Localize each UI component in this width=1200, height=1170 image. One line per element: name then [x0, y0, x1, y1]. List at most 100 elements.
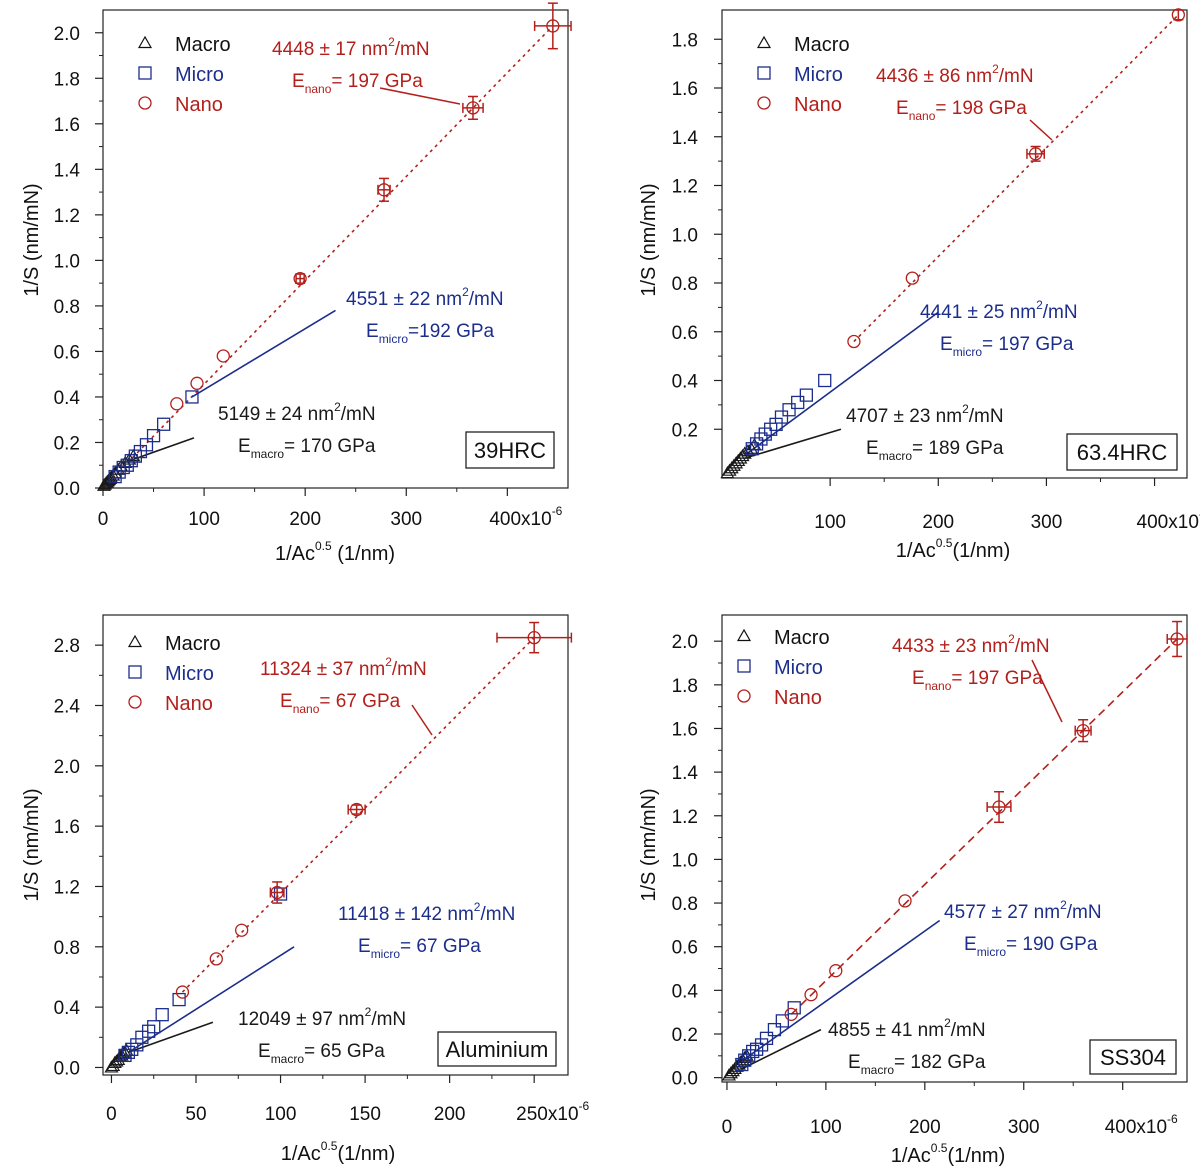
legend: Macro Micro Nano: [137, 34, 231, 116]
y-tick-label: 0.2: [54, 433, 80, 454]
series-micro: [118, 887, 288, 1063]
legend-marker-micro: [128, 665, 142, 679]
x-tick-label: 0: [106, 1104, 117, 1125]
legend-label-macro: Macro: [794, 34, 850, 56]
data-point-nano: [466, 101, 480, 115]
slope-value: 4433 ± 23 nm2/mN: [892, 632, 1050, 657]
slope-value: 4448 ± 17 nm2/mN: [272, 35, 430, 60]
plot-frame: [721, 9, 1188, 479]
plot-frame: [102, 9, 569, 489]
legend-label-micro: Micro: [774, 657, 823, 679]
data-point-macro: [739, 1048, 754, 1061]
data-point-micro: [774, 410, 789, 424]
y-tick-label: 1.6: [54, 817, 80, 838]
x-tick-label: 0: [98, 509, 109, 530]
fit-line-micro: [191, 309, 336, 398]
series-nano: [175, 621, 573, 999]
fit-line-micro: [743, 311, 939, 457]
legend-marker-macro: [137, 35, 153, 49]
data-point-nano: [546, 19, 560, 33]
annotation-micro: 4441 ± 25 nm2/mN Emicro= 197 GPa: [920, 298, 1078, 359]
annotation-micro: 4577 ± 27 nm2/mN Emicro= 190 GPa: [944, 898, 1102, 959]
series-micro: [108, 390, 199, 484]
data-point-micro: [157, 417, 171, 431]
y-tick-label: 0.2: [672, 1025, 698, 1046]
y-tick-label: 0.0: [54, 1058, 80, 1079]
slope-value: 4436 ± 86 nm2/mN: [876, 62, 1034, 87]
data-point-micro: [124, 454, 138, 468]
x-tick-label: 0: [722, 1117, 733, 1138]
data-point-nano: [898, 894, 912, 908]
x-tick-label: 200: [922, 512, 954, 533]
modulus-value: Enano= 197 GPa: [292, 71, 423, 96]
x-tick-label: 200: [434, 1104, 466, 1125]
data-point-micro: [120, 458, 134, 472]
series-nano: [847, 8, 1185, 349]
data-point-nano: [804, 988, 818, 1002]
data-point-nano: [349, 802, 364, 817]
modulus-value: Enano= 197 GPa: [912, 668, 1043, 693]
y-tick-label: 1.6: [54, 115, 80, 136]
slope-value: 4441 ± 25 nm2/mN: [920, 298, 1078, 323]
y-tick-label: 1.2: [672, 807, 698, 828]
data-point-micro: [735, 1057, 749, 1072]
legend-marker-nano: [138, 96, 152, 110]
data-point-micro: [759, 1031, 774, 1046]
x-tick-label: 400x10-6: [489, 504, 562, 530]
legend-label-macro: Macro: [175, 34, 231, 56]
fit-line-nano: [853, 14, 1179, 343]
sample-label-box: [1089, 1039, 1177, 1075]
series-nano: [170, 2, 572, 411]
legend-label-nano: Nano: [175, 94, 223, 116]
legend-label-micro: Micro: [175, 64, 224, 86]
plot-frame: [721, 614, 1188, 1083]
sample-label: 39HRC: [474, 438, 546, 463]
annotation-macro: 5149 ± 24 nm2/mN Emacro= 170 GPa: [218, 400, 376, 461]
data-point-micro: [155, 1008, 169, 1022]
series-micro: [735, 1001, 801, 1072]
annotation-micro: 11418 ± 142 nm2/mN Emicro= 67 GPa: [338, 900, 515, 961]
data-point-nano: [270, 885, 284, 900]
data-point-nano: [847, 334, 861, 349]
sample-label-box: [465, 431, 555, 469]
data-point-micro: [121, 1045, 136, 1060]
data-point-nano: [235, 923, 249, 937]
data-point-micro: [125, 1042, 139, 1057]
x-tick-label: 400x10-6: [1105, 1112, 1178, 1138]
data-point-macro: [721, 1068, 736, 1081]
data-point-nano: [527, 630, 541, 645]
data-point-micro: [172, 992, 186, 1007]
modulus-value: Emicro=192 GPa: [366, 321, 495, 346]
data-point-nano: [175, 985, 190, 999]
y-tick-label: 0.4: [54, 388, 81, 409]
x-tick-label: 50: [185, 1104, 206, 1125]
modulus-value: Emicro= 67 GPa: [358, 936, 481, 961]
plot-frame: [102, 614, 569, 1076]
data-point-micro: [818, 373, 832, 388]
annotation-nano: 4448 ± 17 nm2/mN Enano= 197 GPa: [272, 35, 461, 105]
panel-63-4hrc: 0.2 0.4 0.6 0.8 1.0 1.2 1.4 1.6 1.8 100 200 300 400x…: [638, 8, 1200, 562]
y-axis-label: 1/S (nm/mN): [21, 183, 43, 296]
legend-label-micro: Micro: [794, 64, 843, 86]
data-point-micro: [738, 1053, 752, 1067]
data-point-micro: [130, 1038, 144, 1052]
slope-value: 5149 ± 24 nm2/mN: [218, 400, 376, 425]
y-tick-label: 0.6: [672, 938, 698, 959]
y-tick-label: 0.2: [672, 420, 698, 441]
legend-label-micro: Micro: [165, 663, 214, 685]
annotation-leader-line: [1029, 119, 1053, 141]
legend-marker-nano: [128, 695, 142, 709]
modulus-value: Enano= 67 GPa: [280, 691, 401, 716]
sample-label: 63.4HRC: [1077, 440, 1168, 465]
data-point-micro: [749, 1042, 764, 1056]
fit-line-nano: [102, 25, 554, 489]
x-tick-label: 250x10-6: [516, 1099, 589, 1125]
data-point-macro: [723, 1066, 738, 1079]
data-point-micro: [108, 469, 122, 484]
data-point-nano: [1170, 632, 1184, 646]
y-tick-label: 1.0: [672, 225, 698, 246]
annotation-nano: 11324 ± 37 nm2/mN Enano= 67 GPa: [260, 655, 433, 736]
sample-label: Aluminium: [446, 1037, 549, 1062]
y-tick-label: 2.4: [54, 696, 81, 717]
data-point-micro: [749, 437, 764, 451]
